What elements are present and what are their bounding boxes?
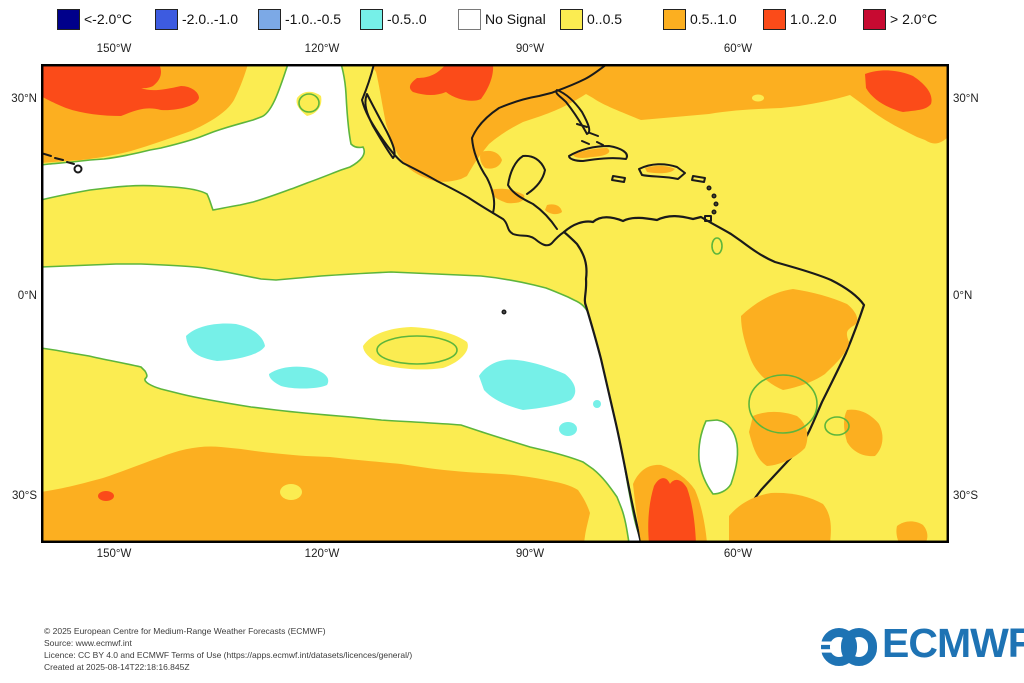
coast-bahamas: [576, 123, 604, 146]
region-no-signal-bolivia: [698, 419, 739, 495]
coast-hawaii-island: [73, 164, 83, 174]
logo-slit: [820, 649, 835, 653]
lat-label-left: 0°N: [17, 290, 37, 302]
footer-created: Created at 2025-08-14T22:18:16.845Z: [44, 662, 190, 672]
coast-gulf-atlantic: [471, 63, 608, 214]
legend-label: 0..0.5: [587, 11, 623, 27]
region-orange-brazil-north: [741, 289, 858, 390]
region-red-chile: [648, 478, 696, 543]
region-orange-brazil-coast: [844, 409, 883, 457]
region-no-signal-north: [40, 63, 366, 211]
legend-label: -2.0..-1.0: [182, 11, 239, 27]
coast-yucatan-caribbean: [507, 154, 558, 230]
lon-label-top: 120°W: [304, 43, 340, 55]
region-red-northwest: [41, 64, 199, 116]
coast-antilles: [713, 201, 719, 207]
map-border: [40, 63, 950, 544]
coast-jamaica: [611, 175, 626, 183]
lon-label-top: 90°W: [515, 43, 545, 55]
coast-baja: [364, 93, 396, 159]
region-orange-hispaniola: [645, 165, 675, 174]
region-orange-argentina: [729, 492, 831, 543]
region-cyan-5: [593, 400, 601, 408]
region-orange-atlantic-south: [896, 521, 928, 543]
coast-florida: [555, 89, 591, 135]
yellow-island-equator: [363, 327, 468, 370]
legend-swatch: [458, 9, 481, 30]
coast-hispaniola: [638, 163, 686, 180]
ecmwf-logo-icon: [820, 628, 877, 666]
lat-label-right: 30°S: [953, 490, 979, 502]
logo-slit: [820, 641, 835, 645]
region-red-northeast: [865, 70, 932, 112]
region-orange-south-pacific: [41, 446, 590, 543]
ecmwf-logo: ECMWF: [820, 620, 1024, 670]
lon-label-top: 150°W: [96, 43, 132, 55]
coast-antilles: [706, 185, 712, 191]
region-orange-nicaragua: [545, 204, 562, 215]
ecmwf-logo-text: ECMWF: [882, 620, 1024, 666]
footer-copyright: © 2025 European Centre for Medium-Range …: [44, 626, 326, 636]
legend-swatch: [663, 9, 686, 30]
coast-trinidad: [704, 215, 712, 222]
legend-swatch: [360, 9, 383, 30]
region-red-mexico-north: [409, 64, 494, 101]
green-contour-ring: [824, 416, 850, 436]
green-contour-ring: [298, 93, 320, 113]
coastlines: [40, 63, 719, 315]
lon-label-bottom: 120°W: [304, 548, 340, 560]
lat-label-left: 30°N: [11, 93, 37, 105]
region-orange-yucatan: [480, 150, 502, 169]
region-orange-north: [371, 64, 949, 182]
legend-swatch: [560, 9, 583, 30]
green-contour-ring: [711, 237, 723, 255]
region-orange-isthmus: [490, 188, 525, 204]
footer-licence: Licence: CC BY 4.0 and ECMWF Terms of Us…: [44, 650, 413, 660]
lat-label-left: 30°S: [11, 490, 37, 502]
region-cyan-1: [186, 323, 265, 361]
lon-label-bottom: 150°W: [96, 548, 132, 560]
legend-label: -1.0..-0.5: [285, 11, 342, 27]
anomaly-map: [40, 63, 950, 545]
coast-galapagos: [501, 309, 507, 315]
coast-puerto-rico: [691, 175, 706, 183]
coast-antilles: [711, 209, 717, 215]
legend-swatch: [155, 9, 178, 30]
region-orange-cuba: [573, 148, 610, 158]
legend-swatch: [57, 9, 80, 30]
legend-swatch: [763, 9, 786, 30]
legend-swatch: [863, 9, 886, 30]
red-dot-south: [98, 491, 114, 501]
region-cyan-2: [269, 366, 329, 389]
legend-label: 1.0..2.0: [790, 11, 837, 27]
lon-label-bottom: 90°W: [515, 548, 545, 560]
legend-label: 0.5..1.0: [690, 11, 737, 27]
footer-source: Source: www.ecmwf.int: [44, 638, 132, 648]
yellow-speck: [752, 94, 764, 102]
coast-antilles: [711, 193, 717, 199]
coast-cuba: [568, 145, 628, 162]
green-contour-ring: [376, 335, 458, 365]
legend-label: No Signal: [485, 11, 546, 27]
green-contour-ring: [748, 374, 818, 434]
lat-label-right: 30°N: [953, 93, 979, 105]
map-canvas: [40, 63, 950, 545]
lon-label-bottom: 60°W: [723, 548, 753, 560]
lat-label-right: 0°N: [953, 290, 973, 302]
legend-label: > 2.0°C: [890, 11, 938, 27]
lon-label-top: 60°W: [723, 43, 753, 55]
legend-label: <-2.0°C: [84, 11, 133, 27]
region-orange-brazil-mid: [749, 411, 808, 466]
legend-swatch: [258, 9, 281, 30]
yellow-hole: [280, 484, 302, 500]
region-cyan-4: [559, 422, 577, 436]
region-cyan-3: [479, 359, 576, 410]
legend-label: -0.5..0: [387, 11, 427, 27]
